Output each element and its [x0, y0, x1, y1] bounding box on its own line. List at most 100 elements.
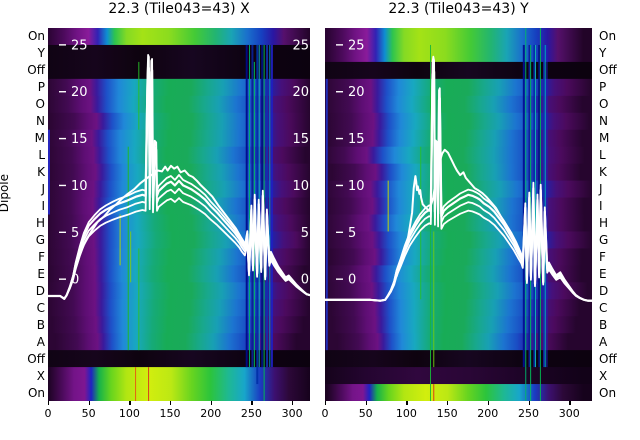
- y-tick-label: 15: [71, 132, 88, 147]
- heatmap-row: [48, 112, 310, 131]
- heatmap-row: [325, 316, 592, 334]
- heatmap-row: [48, 367, 310, 385]
- dipole-row-label: E: [599, 266, 607, 281]
- dipole-row-label: Y: [599, 46, 607, 61]
- dipole-row-label: J: [599, 182, 603, 197]
- spectral-line: [395, 148, 524, 278]
- x-tick-label: 50: [81, 407, 96, 420]
- x-tick-label: 0: [44, 407, 52, 420]
- spectral-stripe: [538, 44, 541, 368]
- y-tick-label: 5: [348, 226, 356, 241]
- x-tick: [447, 401, 449, 405]
- spectral-stripe: [270, 44, 273, 368]
- spectral-stripe: [248, 44, 250, 368]
- spectral-stripe: [266, 44, 269, 368]
- dipole-row-label: Off: [27, 351, 45, 366]
- dipole-row-label: N: [36, 114, 45, 129]
- x-tick-label: 300: [281, 407, 303, 420]
- x-tick-label: 50: [358, 407, 373, 420]
- y-tick-label-right: 25: [292, 38, 309, 53]
- x-tick: [292, 401, 294, 405]
- heatmap-row: [325, 78, 592, 97]
- heatmap-row: [48, 265, 310, 283]
- dipole-row-label: O: [599, 97, 609, 112]
- dipole-row-label: J: [41, 182, 45, 197]
- heatmap-row: [325, 231, 592, 250]
- dipole-row-label: L: [599, 148, 606, 163]
- dipole-row-label: I: [599, 199, 603, 214]
- heatmap-row: [48, 282, 310, 300]
- heatmap-row: [48, 95, 310, 114]
- y-tick-label-right: 10: [292, 179, 309, 194]
- right-panel-title: 22.3 (Tile043=43) Y: [388, 1, 529, 17]
- heatmap-row: [325, 61, 592, 80]
- heatmap-row: [325, 112, 592, 131]
- spectral-stripe: [135, 367, 137, 401]
- dipole-row-label: X: [36, 368, 45, 383]
- heatmap-row: [325, 333, 592, 351]
- dipole-row-label: P: [37, 80, 45, 95]
- dipole-row-label: H: [599, 215, 609, 230]
- heatmap-row: [325, 248, 592, 266]
- heatmap-row: [48, 316, 310, 334]
- heatmap-row: [48, 28, 310, 46]
- y-tick-label: 25: [348, 38, 365, 53]
- dipole-row-label: Off: [27, 63, 45, 78]
- spectral-stripe: [544, 44, 546, 368]
- dipole-row-label: G: [35, 232, 45, 247]
- heatmap-row: [48, 350, 310, 368]
- spectral-stripe: [138, 61, 140, 130]
- x-tick: [129, 401, 131, 405]
- x-tick: [48, 401, 50, 405]
- dipole-row-label: K: [599, 165, 607, 180]
- x-tick: [210, 401, 213, 405]
- dipole-row-label: On: [27, 29, 45, 44]
- dipole-row-label: M: [34, 131, 45, 146]
- heatmap-row: [48, 44, 310, 63]
- heatmap-svg-right: 25 20 15 10 5 0: [323, 28, 594, 402]
- heatmap-row: [325, 146, 592, 165]
- dipole-row-label: K: [37, 165, 45, 180]
- dipole-row-label: F: [599, 249, 606, 264]
- x-tick-label: 250: [518, 407, 539, 420]
- y-tick-label: 15: [348, 132, 365, 147]
- dipole-row-label: N: [599, 114, 608, 129]
- heatmap-row: [325, 28, 592, 46]
- x-tick: [88, 401, 91, 405]
- dipole-row-label: M: [599, 131, 610, 146]
- x-tick: [528, 401, 530, 405]
- dipole-row-label: F: [38, 249, 45, 264]
- y-tick-label: 0: [71, 273, 79, 288]
- y-tick-label: 25: [71, 38, 88, 53]
- dipole-row-label: G: [599, 232, 609, 247]
- dipole-row-label: L: [38, 148, 45, 163]
- x-tick-label: 150: [159, 407, 181, 420]
- y-tick-label: 10: [71, 179, 88, 194]
- heatmap-row: [325, 299, 592, 317]
- spectral-stripe: [433, 384, 435, 401]
- heatmap-row: [48, 248, 310, 266]
- dipole-row-label: I: [41, 199, 45, 214]
- heatmap-row: [48, 299, 310, 317]
- spectral-stripe: [543, 44, 546, 368]
- dipole-row-label: P: [599, 80, 607, 95]
- spectral-stripe: [546, 44, 548, 368]
- dipole-row-label: A: [599, 334, 608, 349]
- y-tick-label-right: 5: [301, 226, 309, 241]
- dipole-row-label: C: [36, 300, 45, 315]
- dipole-row-label: Off: [599, 351, 617, 366]
- dipole-row-label: D: [35, 283, 45, 298]
- dipole-row-label: Off: [599, 63, 617, 78]
- x-tick: [569, 401, 571, 405]
- spectral-stripe: [387, 180, 389, 232]
- heatmap-row: [325, 44, 592, 63]
- heatmap-row: [48, 146, 310, 165]
- x-tick: [251, 401, 253, 405]
- x-tick: [325, 401, 327, 405]
- spectral-stripe: [433, 231, 435, 368]
- x-tick-label: 150: [436, 407, 458, 420]
- heatmap-panel-x: 25 25 20 20 15 15 10 10 5 5 0 0: [46, 28, 312, 405]
- spectral-stripe: [130, 231, 132, 283]
- dipole-row-label: B: [36, 317, 45, 332]
- heatmap-svg-left: 25 25 20 20 15 15 10 10 5 5 0 0: [46, 28, 312, 402]
